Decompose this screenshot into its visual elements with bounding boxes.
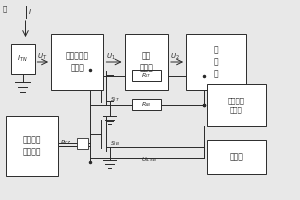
Text: 绝
缘
电: 绝 缘 电 — [214, 46, 218, 78]
FancyBboxPatch shape — [76, 138, 88, 149]
FancyBboxPatch shape — [132, 70, 160, 81]
FancyBboxPatch shape — [186, 34, 246, 90]
Text: $U_T$: $U_T$ — [37, 52, 47, 62]
Text: $U_2$: $U_2$ — [170, 52, 180, 62]
Text: $S_{IB}$: $S_{IB}$ — [110, 140, 119, 148]
FancyBboxPatch shape — [51, 34, 104, 90]
Text: 保持器: 保持器 — [229, 152, 243, 162]
Text: 样: 样 — [3, 5, 7, 12]
FancyBboxPatch shape — [207, 140, 266, 174]
Text: 限幅
放大器: 限幅 放大器 — [139, 52, 153, 72]
Text: $I_{TN}$: $I_{TN}$ — [17, 54, 28, 64]
Text: $I$: $I$ — [28, 7, 31, 17]
Text: $R_{IB}$: $R_{IB}$ — [141, 100, 152, 109]
Text: $S_{IT}$: $S_{IT}$ — [110, 96, 120, 104]
Text: $U_1$: $U_1$ — [106, 52, 115, 62]
Text: 输出缓冲
放大器: 输出缓冲 放大器 — [228, 97, 245, 113]
Text: 双边沿单
稳态电路: 双边沿单 稳态电路 — [23, 136, 41, 156]
FancyBboxPatch shape — [124, 34, 168, 90]
FancyBboxPatch shape — [11, 44, 34, 74]
Text: $P_{KZ}$: $P_{KZ}$ — [60, 139, 72, 147]
FancyBboxPatch shape — [6, 116, 59, 176]
Text: $R_{IT}$: $R_{IT}$ — [141, 71, 152, 80]
Text: $U_{ILSB}$: $U_{ILSB}$ — [141, 156, 157, 164]
FancyBboxPatch shape — [207, 84, 266, 126]
FancyBboxPatch shape — [132, 99, 160, 110]
Text: 高共模抑制
放大器: 高共模抑制 放大器 — [66, 52, 89, 72]
